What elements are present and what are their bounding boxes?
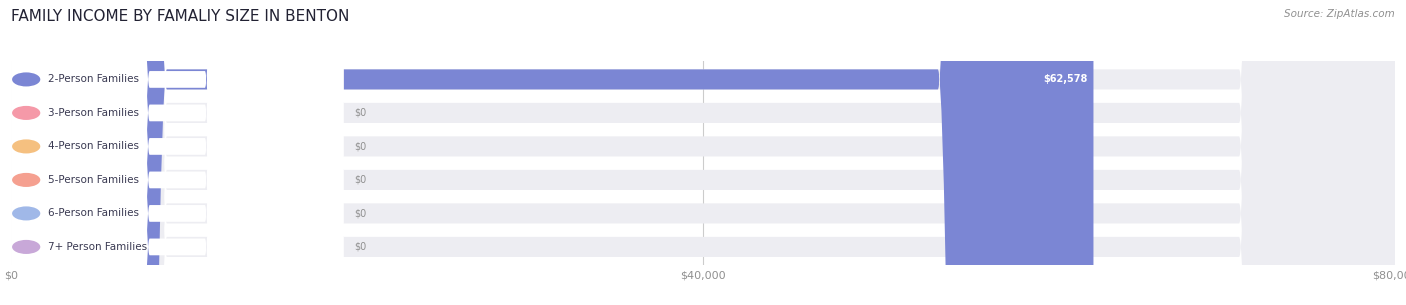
- FancyBboxPatch shape: [11, 0, 343, 305]
- FancyBboxPatch shape: [11, 0, 343, 305]
- Ellipse shape: [13, 139, 41, 153]
- Ellipse shape: [13, 173, 41, 187]
- Text: 4-Person Families: 4-Person Families: [48, 142, 139, 151]
- Text: $0: $0: [354, 108, 367, 118]
- Text: 5-Person Families: 5-Person Families: [48, 175, 139, 185]
- Text: $0: $0: [354, 208, 367, 218]
- Text: 7+ Person Families: 7+ Person Families: [48, 242, 146, 252]
- FancyBboxPatch shape: [11, 0, 343, 305]
- FancyBboxPatch shape: [11, 0, 1395, 305]
- Text: 6-Person Families: 6-Person Families: [48, 208, 139, 218]
- Text: 3-Person Families: 3-Person Families: [48, 108, 139, 118]
- Ellipse shape: [13, 240, 41, 254]
- Text: $0: $0: [354, 142, 367, 151]
- Ellipse shape: [13, 72, 41, 86]
- Text: $62,578: $62,578: [1043, 74, 1088, 84]
- Text: FAMILY INCOME BY FAMALIY SIZE IN BENTON: FAMILY INCOME BY FAMALIY SIZE IN BENTON: [11, 9, 350, 24]
- FancyBboxPatch shape: [11, 0, 1395, 305]
- Text: $0: $0: [354, 242, 367, 252]
- Text: Source: ZipAtlas.com: Source: ZipAtlas.com: [1284, 9, 1395, 19]
- FancyBboxPatch shape: [11, 0, 1395, 305]
- Ellipse shape: [13, 206, 41, 221]
- FancyBboxPatch shape: [11, 0, 343, 305]
- FancyBboxPatch shape: [11, 0, 1395, 305]
- FancyBboxPatch shape: [11, 0, 343, 305]
- FancyBboxPatch shape: [11, 0, 1094, 305]
- Text: 2-Person Families: 2-Person Families: [48, 74, 139, 84]
- FancyBboxPatch shape: [11, 0, 1395, 305]
- Text: $0: $0: [354, 175, 367, 185]
- FancyBboxPatch shape: [11, 0, 343, 305]
- FancyBboxPatch shape: [11, 0, 1395, 305]
- Ellipse shape: [13, 106, 41, 120]
